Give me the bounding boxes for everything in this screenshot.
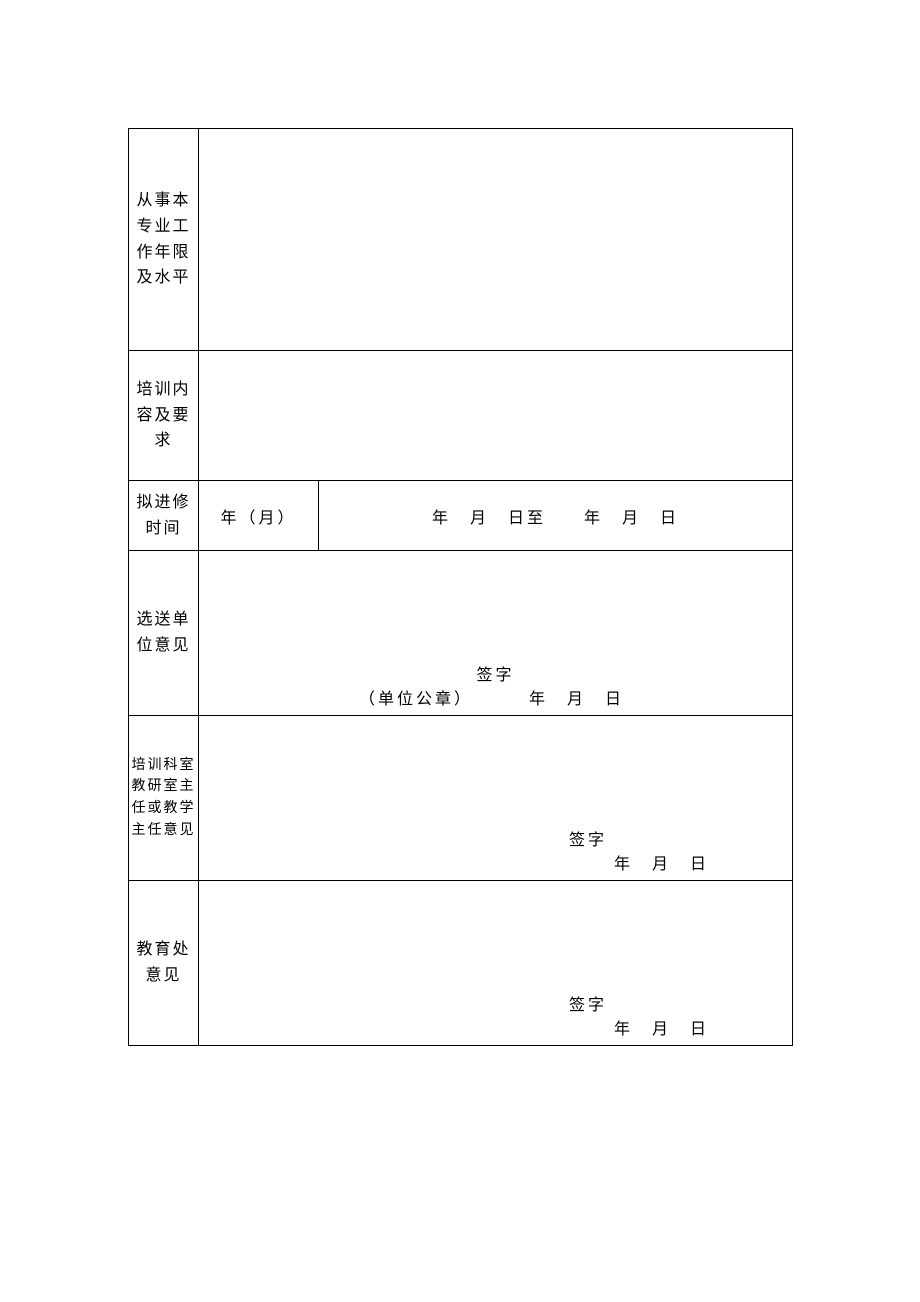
edu-office-signature-label: 签字: [569, 991, 607, 1015]
content-experience: [199, 129, 793, 351]
content-sending-unit: 签字 （单位公章） 年 月 日: [199, 551, 793, 716]
date-range: 年 月 日至 年 月 日: [319, 481, 793, 551]
row-edu-office: 教育处意见 签字 年 月 日: [129, 881, 793, 1046]
row-proposed-time: 拟进修时间 年（月） 年 月 日至 年 月 日: [129, 481, 793, 551]
label-dept-head: 培训科室教研室主任或教学主任意见: [129, 716, 199, 881]
label-edu-office: 教育处意见: [129, 881, 199, 1046]
dept-head-date: 年 月 日: [614, 850, 709, 874]
row-sending-unit: 选送单位意见 签字 （单位公章） 年 月 日: [129, 551, 793, 716]
dept-head-signature-label: 签字: [569, 826, 607, 850]
label-training-content: 培训内容及要求: [129, 351, 199, 481]
training-form-table: 从事本专业工作年限及水平 培训内容及要求 拟进修时间 年（月） 年 月 日至 年…: [128, 128, 793, 1046]
sending-unit-date: 年 月 日: [529, 685, 624, 709]
label-experience: 从事本专业工作年限及水平: [129, 129, 199, 351]
content-dept-head: 签字 年 月 日: [199, 716, 793, 881]
label-proposed-time: 拟进修时间: [129, 481, 199, 551]
row-dept-head: 培训科室教研室主任或教学主任意见 签字 年 月 日: [129, 716, 793, 881]
sending-unit-seal: （单位公章）: [359, 685, 473, 709]
row-training-content: 培训内容及要求: [129, 351, 793, 481]
label-sending-unit: 选送单位意见: [129, 551, 199, 716]
row-experience: 从事本专业工作年限及水平: [129, 129, 793, 351]
duration-label: 年（月）: [199, 481, 319, 551]
content-edu-office: 签字 年 月 日: [199, 881, 793, 1046]
content-training-content: [199, 351, 793, 481]
edu-office-date: 年 月 日: [614, 1015, 709, 1039]
sending-unit-signature-label: 签字: [476, 661, 514, 685]
